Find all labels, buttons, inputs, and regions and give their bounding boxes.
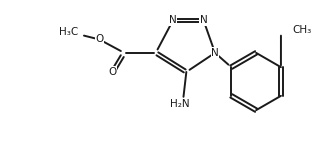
Text: O: O xyxy=(109,67,117,77)
Text: O: O xyxy=(95,35,104,44)
Text: CH₃: CH₃ xyxy=(292,25,312,35)
Text: H₂N: H₂N xyxy=(170,99,189,109)
Text: N: N xyxy=(169,15,177,25)
Text: N: N xyxy=(200,15,207,25)
Text: H₃C: H₃C xyxy=(59,27,78,37)
Text: N: N xyxy=(211,48,219,58)
